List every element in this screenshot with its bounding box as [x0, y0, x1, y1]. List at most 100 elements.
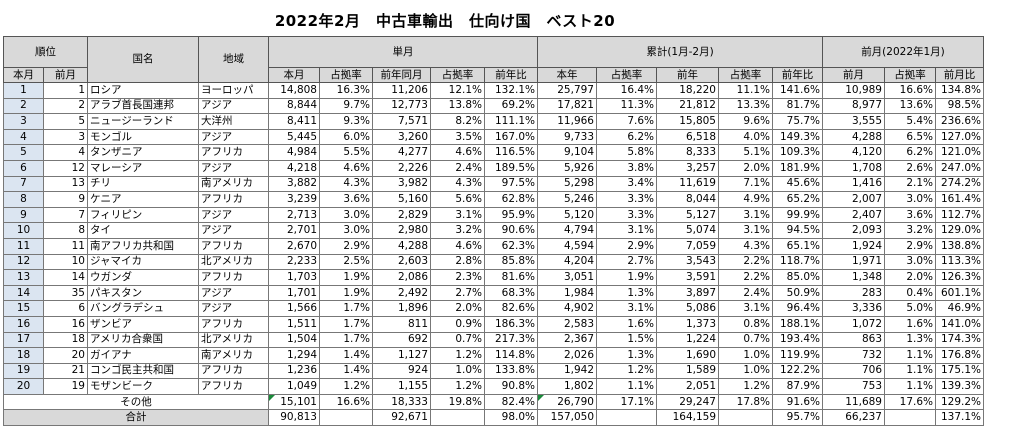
cell: 6.0% [319, 128, 373, 146]
cell: 85.8% [484, 253, 538, 271]
cell: 3,257 [656, 159, 719, 177]
cell: 1.2% [430, 378, 485, 395]
cell: 1.7% [319, 315, 373, 333]
cell: 5,246 [537, 191, 597, 208]
header-this-year: 本年 [537, 67, 597, 83]
rank-cell: 13 [43, 175, 88, 193]
table-row: 10 8 タイ アジア 2,701 3.0% 2,980 3.2% 90.6% 4,794 3.1%… [3, 222, 984, 239]
cell: 113.3% [935, 253, 984, 271]
header-prev-month-col: 前月 [822, 67, 885, 83]
cell: 114.8% [484, 347, 538, 364]
cell: 3.1% [596, 222, 657, 239]
cell: 13.6% [884, 97, 936, 115]
table-row: 5 4 タンザニア アフリカ 4,984 5.5% 4,277 4.6% 116.5% 9,104… [3, 144, 984, 161]
rank-cell: 4 [3, 128, 44, 146]
table-row: 4 3 モンゴル アジア 5,445 6.0% 3,260 3.5% 167.0% 9,733 6.… [3, 128, 984, 146]
header-share: 占拠率 [596, 67, 657, 83]
cell: 7.6% [596, 113, 657, 130]
cell: 10,989 [822, 82, 885, 99]
rank-cell: 20 [43, 347, 88, 364]
cell: 3.0% [319, 222, 373, 239]
cell: 4.3% [430, 175, 485, 193]
cell: 3.1% [718, 300, 773, 317]
cell: 5,127 [656, 206, 719, 224]
cell: 5.6% [430, 191, 485, 208]
cell: 68.3% [484, 284, 538, 302]
cell: 2,226 [372, 159, 431, 177]
cell: 924 [372, 362, 431, 380]
cell: 9.3% [319, 113, 373, 130]
cell: 127.0% [935, 128, 984, 146]
cell: 1,127 [372, 347, 431, 364]
cell: 2,670 [268, 237, 320, 255]
cell: 5.8% [596, 144, 657, 161]
total-label: 合計 [3, 409, 269, 426]
cell: 129.2% [935, 393, 984, 411]
header-prev-year-same-month: 前年同月 [372, 67, 431, 83]
region-cell: アフリカ [198, 315, 269, 333]
cell: 13.8% [430, 97, 485, 115]
cell: 2,233 [268, 253, 320, 271]
cell: 9,104 [537, 144, 597, 161]
cell: 126.3% [935, 269, 984, 286]
cell: 109.3% [772, 144, 823, 161]
cell: 2.4% [430, 159, 485, 177]
cell: 1.1% [884, 347, 936, 364]
cell: 90,813 [268, 409, 320, 426]
table-row: 9 7 フィリピン アジア 2,713 3.0% 2,829 3.1% 95.9% 5,120 3.… [3, 206, 984, 224]
cell: 4,277 [372, 144, 431, 161]
cell: 134.8% [935, 82, 984, 99]
cell: 17.6% [884, 393, 936, 411]
table-row: 16 16 ザンビア アフリカ 1,511 1.7% 811 0.9% 186.3% 2,583 1… [3, 315, 984, 333]
country-cell: ロシア [87, 82, 199, 99]
cell: 1,504 [268, 331, 320, 349]
cell: 174.3% [935, 331, 984, 349]
cell: 3,051 [537, 269, 597, 286]
country-cell: チリ [87, 175, 199, 193]
cell: 12,773 [372, 97, 431, 115]
cell: 2,026 [537, 347, 597, 364]
header-cumulative: 累計(1月-2月) [537, 36, 823, 68]
cell: 1,294 [268, 347, 320, 364]
cell: 122.2% [772, 362, 823, 380]
cell: 1.1% [884, 362, 936, 380]
cell: 9.7% [319, 97, 373, 115]
cell: 15,805 [656, 113, 719, 130]
cell: 8.2% [430, 113, 485, 130]
cell: 132.1% [484, 82, 538, 99]
rank-cell: 3 [3, 113, 44, 130]
country-cell: フィリピン [87, 206, 199, 224]
cell: 5,074 [656, 222, 719, 239]
header-prev-month-rank: 前月 [43, 67, 88, 83]
cell: 1.3% [884, 331, 936, 349]
cell: 139.3% [935, 378, 984, 395]
region-cell: 南アメリカ [198, 175, 269, 193]
cell: 189.5% [484, 159, 538, 177]
cell: 2.7% [430, 284, 485, 302]
cell: 4.6% [430, 237, 485, 255]
cell: 18,220 [656, 82, 719, 99]
cell: 3,982 [372, 175, 431, 193]
header-prev-year: 前年 [656, 67, 719, 83]
region-cell: アジア [198, 284, 269, 302]
region-cell: 南アメリカ [198, 347, 269, 364]
cell: 1,373 [656, 315, 719, 333]
cell: 1,589 [656, 362, 719, 380]
cell: 4,288 [822, 128, 885, 146]
cell: 1.5% [596, 331, 657, 349]
rank-cell: 14 [43, 269, 88, 286]
rank-cell: 10 [3, 222, 44, 239]
cell: 1.4% [319, 347, 373, 364]
cell: 167.0% [484, 128, 538, 146]
cell: 2,051 [656, 378, 719, 395]
table-row: 7 13 チリ 南アメリカ 3,882 4.3% 3,982 4.3% 97.5% 5,298 3.… [3, 175, 984, 193]
region-cell: アフリカ [198, 237, 269, 255]
cell: 7,059 [656, 237, 719, 255]
country-cell: 南アフリカ共和国 [87, 237, 199, 255]
cell: 1,236 [268, 362, 320, 380]
cell: 1.6% [884, 315, 936, 333]
rank-cell: 12 [3, 253, 44, 271]
cell: 2.9% [884, 237, 936, 255]
cell: 11,689 [822, 393, 885, 411]
cell: 2,093 [822, 222, 885, 239]
